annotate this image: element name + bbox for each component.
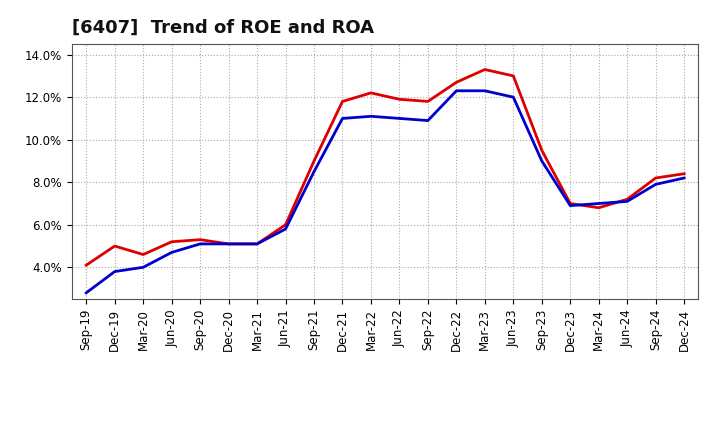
ROE <box>82 263 91 268</box>
ROE <box>480 67 489 72</box>
ROE <box>366 90 375 95</box>
Line: ROA: ROA <box>86 91 684 293</box>
ROA <box>225 241 233 246</box>
ROA <box>395 116 404 121</box>
ROE <box>225 241 233 246</box>
ROE <box>282 222 290 227</box>
ROA <box>452 88 461 93</box>
ROE <box>623 197 631 202</box>
ROE <box>652 175 660 180</box>
ROA <box>139 265 148 270</box>
ROA <box>623 199 631 204</box>
ROE <box>595 205 603 210</box>
ROA <box>82 290 91 296</box>
ROE <box>566 201 575 206</box>
ROA <box>509 95 518 100</box>
ROE <box>253 241 261 246</box>
ROE <box>509 73 518 78</box>
ROA <box>652 182 660 187</box>
ROA <box>110 269 119 274</box>
ROA <box>167 250 176 255</box>
ROE <box>452 80 461 85</box>
ROA <box>680 175 688 180</box>
ROA <box>282 226 290 231</box>
ROE <box>537 148 546 153</box>
ROE <box>310 158 318 164</box>
ROA <box>196 241 204 246</box>
ROE <box>423 99 432 104</box>
ROE <box>139 252 148 257</box>
ROE <box>110 243 119 249</box>
ROA <box>566 203 575 208</box>
ROE <box>167 239 176 245</box>
ROA <box>480 88 489 93</box>
Line: ROE: ROE <box>86 70 684 265</box>
ROE <box>338 99 347 104</box>
ROA <box>310 169 318 174</box>
ROA <box>338 116 347 121</box>
ROA <box>366 114 375 119</box>
ROA <box>537 158 546 164</box>
ROE <box>196 237 204 242</box>
ROE <box>395 97 404 102</box>
Text: [6407]  Trend of ROE and ROA: [6407] Trend of ROE and ROA <box>72 19 374 37</box>
ROA <box>423 118 432 123</box>
ROA <box>253 241 261 246</box>
ROA <box>595 201 603 206</box>
ROE <box>680 171 688 176</box>
Legend: ROE, ROA: ROE, ROA <box>302 439 469 440</box>
